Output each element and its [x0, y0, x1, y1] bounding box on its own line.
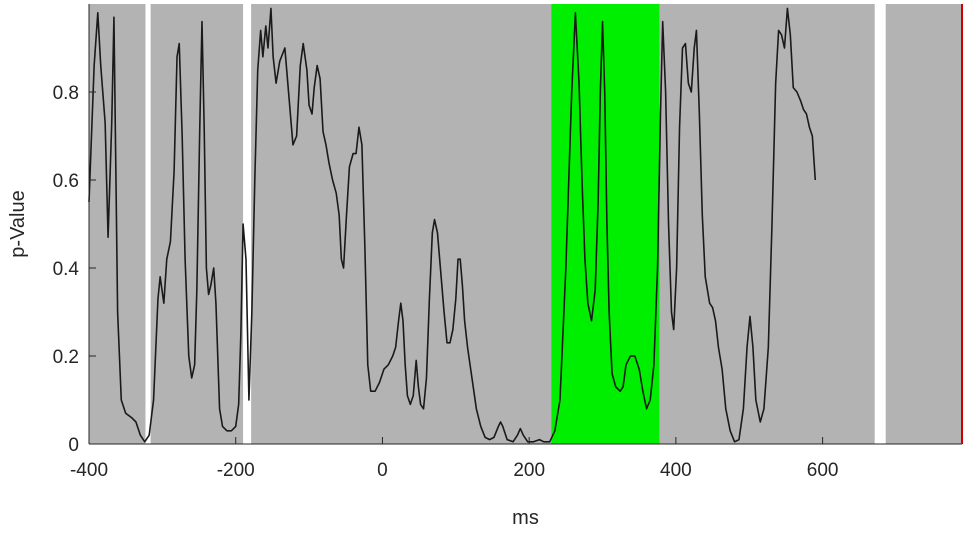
y-ticks: 0 0.2 0.4 0.6 0.8 [53, 83, 96, 456]
y-tick-label: 0.2 [53, 347, 79, 368]
region-band-1 [150, 4, 244, 444]
y-tick-label: 0.6 [53, 171, 79, 192]
x-tick-label: -200 [217, 460, 255, 481]
series-line-0 [88, 7, 817, 443]
axes [88, 4, 963, 445]
region-band-2 [251, 4, 552, 444]
y-tick-label: 0.4 [53, 259, 80, 280]
x-tick-label: 200 [513, 460, 545, 481]
x-tick-label: 400 [660, 460, 692, 481]
region-bands [89, 4, 962, 444]
y-tick-label: 0 [68, 435, 79, 456]
x-ticks: -400 -200 0 200 400 600 [70, 437, 838, 481]
y-tick-label: 0.8 [53, 83, 79, 104]
x-axis-label: ms [512, 507, 539, 529]
significant-band-3 [551, 4, 660, 444]
x-tick-label: -400 [70, 460, 108, 481]
y-axis-label: p-Value [7, 190, 29, 257]
series-group [88, 7, 817, 443]
x-tick-label: 0 [377, 460, 388, 481]
x-tick-label: 600 [807, 460, 839, 481]
region-band-5 [885, 4, 962, 444]
